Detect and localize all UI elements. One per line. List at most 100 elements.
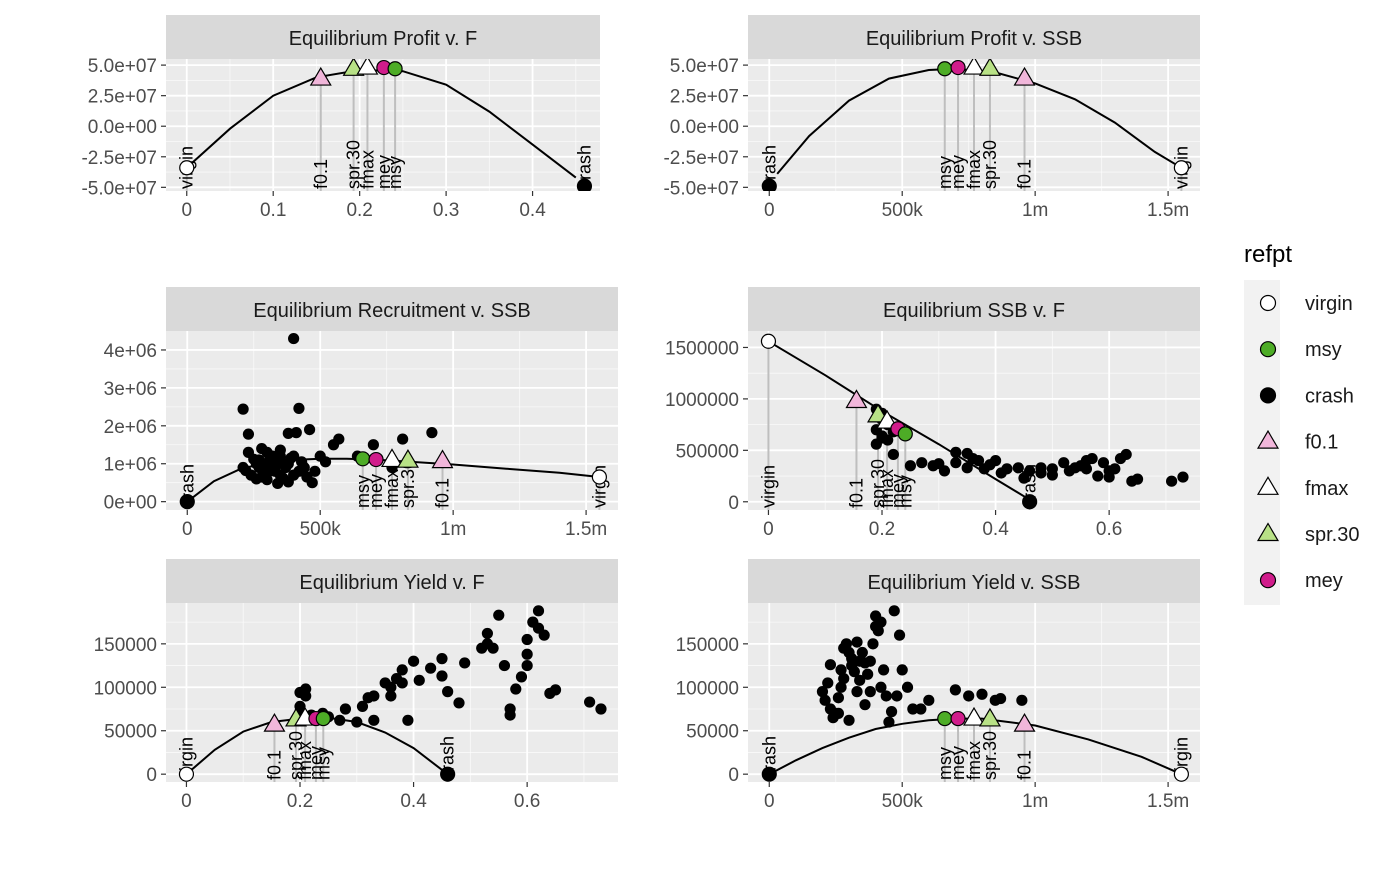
data-point [356, 700, 369, 713]
x-tick-label: 0 [764, 200, 775, 221]
data-point [1131, 473, 1144, 485]
data-point [824, 659, 837, 671]
data-point [851, 686, 863, 698]
refpoint-marker-f0.1 [263, 712, 286, 732]
data-point [584, 696, 596, 708]
data-point [949, 684, 961, 696]
y-tick-label: 0.0e+00 [88, 117, 157, 138]
refpoint-label-msy: msy [385, 156, 405, 189]
refpoint-label-mey: mey [948, 746, 968, 780]
refpoint-label-spr.30: spr.30 [980, 731, 1000, 780]
data-point [339, 703, 352, 715]
panel-strip [166, 15, 600, 59]
refpoint-marker-virgin [1173, 160, 1189, 176]
panel-title: Equilibrium Recruitment v. SSB [253, 300, 531, 322]
data-point [878, 664, 890, 676]
refpoint-marker-crash [1022, 494, 1038, 510]
data-point [851, 636, 863, 648]
panel-2: Equilibrium Profit v. SSB crash msymeyfmax… [663, 15, 1200, 221]
legend-item-msy: msy [1259, 339, 1342, 361]
refpoint-marker-crash [761, 178, 777, 191]
data-point [862, 668, 874, 680]
legend: refpt virgin msy crash f0.1 fmax spr.30 mey [1244, 241, 1359, 605]
data-point [835, 681, 847, 693]
data-point [867, 638, 879, 650]
data-point [309, 465, 321, 477]
data-point [893, 629, 906, 641]
refpoint-label-f0.1: f0.1 [264, 750, 284, 780]
data-point [1080, 463, 1093, 475]
data-point [459, 657, 471, 669]
refpoint-marker-msy [355, 451, 371, 467]
data-point [904, 460, 917, 472]
data-point [822, 677, 834, 689]
data-point [510, 683, 522, 695]
refpoint-marker-mey [368, 451, 384, 468]
refpoint-label-mey: mey [366, 474, 386, 508]
data-point [1086, 452, 1098, 465]
refpoint-label-fmax: fmax [964, 741, 984, 780]
data-point [876, 432, 888, 444]
y-tick-label: 50000 [686, 722, 739, 743]
data-point [950, 457, 962, 469]
refpoint-label-f0.1: f0.1 [1015, 750, 1035, 780]
legend-item-crash: crash [1259, 385, 1354, 407]
x-tick-label: 0 [181, 200, 192, 221]
data-point [875, 616, 887, 628]
refpoint-marker-crash [179, 494, 195, 510]
legend-key-virgin [1259, 294, 1277, 312]
x-tick-label: 1m [440, 519, 466, 540]
refpoint-label-fmax: fmax [877, 469, 897, 508]
data-point [397, 433, 409, 445]
refpoint-marker-f0.1 [1013, 66, 1036, 86]
data-point [963, 690, 975, 702]
panel-1: Equilibrium Profit v. Fvirginf0.1spr.30f… [81, 15, 600, 221]
data-point [385, 690, 397, 702]
data-point [1120, 448, 1132, 461]
data-point [306, 477, 318, 489]
refpoint-marker-f0.1 [845, 389, 868, 409]
y-tick-label: 0.0e+00 [670, 117, 739, 138]
data-point [885, 706, 898, 718]
data-point [933, 458, 945, 470]
refpoint-marker-msy [897, 426, 913, 442]
legend-label-crash: crash [1305, 385, 1354, 407]
panel-title: Equilibrium Yield v. SSB [867, 572, 1080, 594]
panel-title: Equilibrium Profit v. SSB [866, 28, 1082, 50]
x-tick-label: 1.5m [1147, 791, 1189, 812]
legend-item-virgin: virgin [1259, 293, 1353, 315]
data-point [290, 427, 302, 439]
legend-label-msy: msy [1305, 339, 1342, 361]
data-point [498, 659, 511, 672]
x-tick-label: 1.5m [1147, 200, 1189, 221]
data-point [856, 646, 868, 659]
data-point [819, 694, 831, 706]
data-point [838, 672, 850, 685]
data-point [1069, 462, 1081, 474]
x-tick-label: 0.4 [400, 791, 427, 812]
data-point [425, 662, 437, 674]
legend-label-fmax: fmax [1305, 478, 1348, 500]
refpoint-label-fmax: fmax [964, 150, 984, 189]
data-point [972, 455, 985, 467]
refpoint-marker-fmax [962, 59, 986, 75]
refpoint-marker-mey [950, 710, 966, 727]
data-point [891, 690, 903, 702]
refpoint-label-f0.1: f0.1 [846, 478, 866, 508]
data-point [385, 681, 397, 693]
x-tick-label: 0.6 [514, 791, 540, 812]
data-point [915, 703, 927, 715]
data-point [832, 707, 845, 719]
data-point [368, 690, 380, 702]
data-point [840, 638, 852, 650]
data-point [995, 467, 1007, 479]
data-point [1109, 463, 1121, 475]
refpoint-label-f0.1: f0.1 [1015, 159, 1035, 189]
data-point [481, 627, 493, 640]
panel-4: Equilibrium SSB v. F virgin f0.1 spr.30fmax… [665, 287, 1200, 540]
